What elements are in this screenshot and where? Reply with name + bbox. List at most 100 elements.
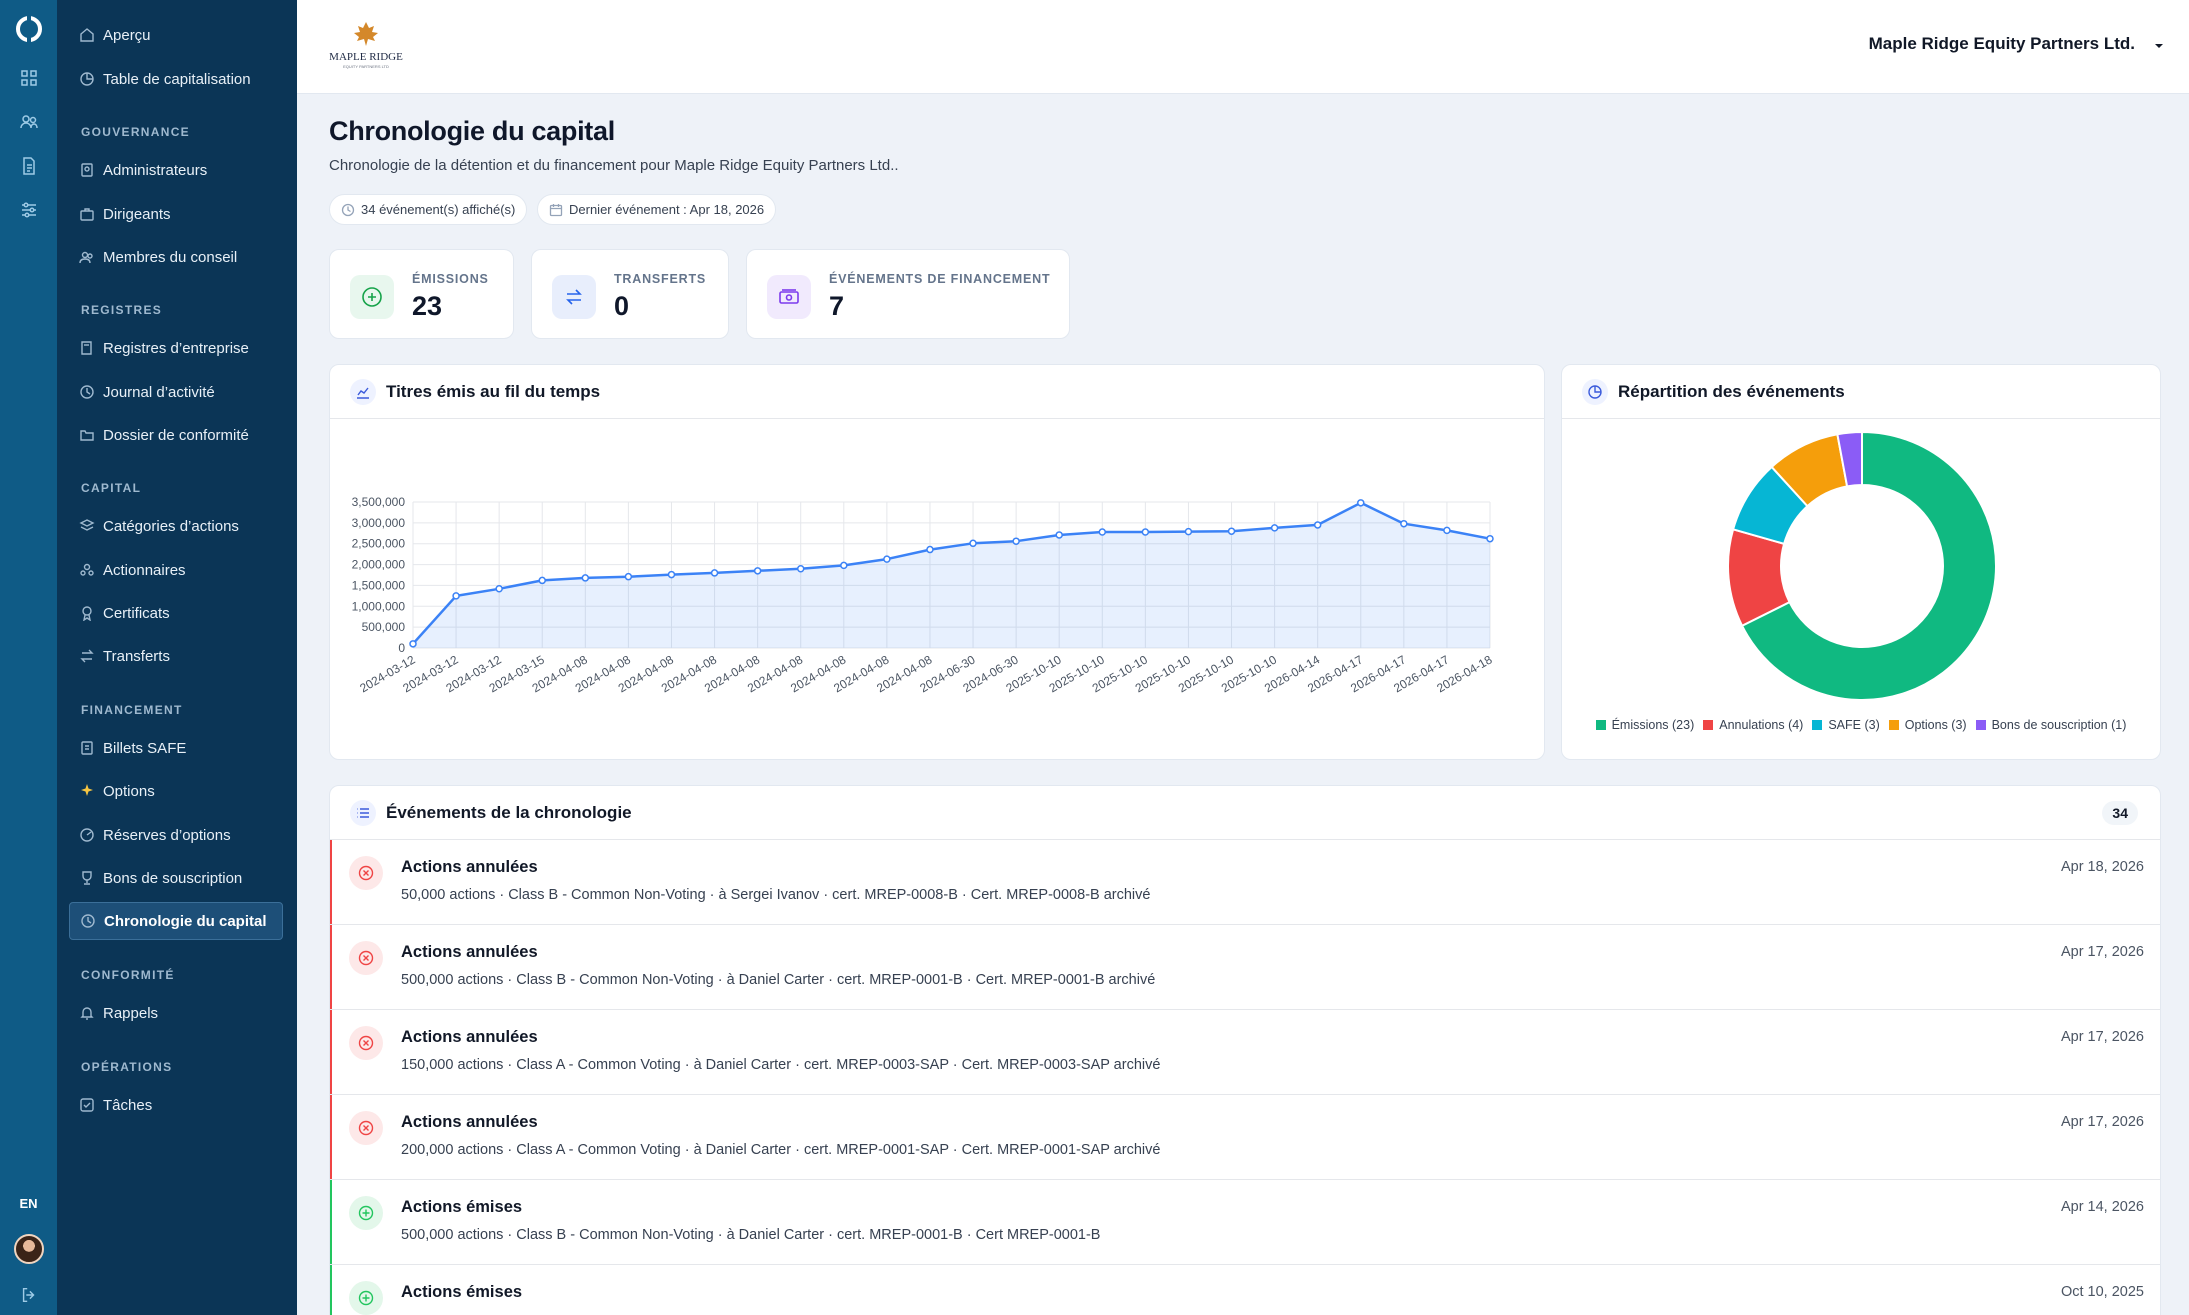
line-chart-icon [350,378,376,405]
org-selector[interactable]: Maple Ridge Equity Partners Ltd. [1868,34,2135,53]
sidebar-item-label: Journal d’activité [103,383,215,401]
award-icon [82,606,92,621]
event-kind-bar [330,1265,332,1315]
icon-rail: EN [0,0,57,1315]
y-tick-label: 2,000,000 [352,558,406,572]
sidebar-item-label: Chronologie du capital [104,912,267,930]
sidebar-item-label: Rappels [103,1004,159,1022]
sidebar-item-compliance-file[interactable]: Dossier de conformité [69,416,283,454]
stat-card-financing-events: Événements de financement 7 [746,249,1070,339]
section-title-financing: FINANCEMENT [81,703,183,717]
y-tick-label: 3,500,000 [352,495,406,509]
event-breakdown-card: Répartition des événements Émissions (23… [1561,364,2161,760]
checkbox-icon [80,1098,94,1112]
page-title: Chronologie du capital [329,116,615,146]
sidebar-item-reminders[interactable]: Rappels [69,994,283,1032]
timeline-event[interactable]: Actions annulées 200,000 actions · Class … [330,1095,2160,1180]
y-tick-label: 2,500,000 [352,537,406,551]
document-icon[interactable] [19,156,39,176]
sidebar-item-shareholders[interactable]: Actionnaires [69,551,283,589]
legend-label: Options (3) [1904,718,1967,732]
event-detail: 50,000 actions · Class B - Common Non-Vo… [401,887,1151,903]
sidebar-item-options[interactable]: Options [69,772,283,810]
arrows-icon [552,275,596,319]
donut-slice[interactable] [1836,430,1863,488]
event-title: Actions annulées [401,943,538,961]
sidebar-item-transfers[interactable]: Transferts [69,637,283,675]
legend-item[interactable]: SAFE (3) [1812,718,1880,732]
data-point [452,592,460,600]
event-kind-bar [330,925,332,1009]
card-header: Répartition des événements [1562,365,2160,419]
legend-item[interactable]: Émissions (23) [1595,718,1695,732]
pie-icon [80,72,94,86]
bell-icon [80,1007,94,1020]
data-point [1270,524,1279,532]
users-icon[interactable] [19,112,39,132]
stat-value: 7 [829,291,845,321]
sidebar-item-safe-notes[interactable]: Billets SAFE [69,729,283,767]
avatar[interactable] [13,1234,44,1264]
plus-circle-icon [349,1281,383,1315]
sidebar-item-label: Certificats [103,604,170,622]
sidebar-item-cap-table[interactable]: Table de capitalisation [69,60,283,98]
card-title: Titres émis au fil du temps [386,381,601,401]
event-detail: 150,000 actions · Class A - Common Votin… [401,1057,1161,1073]
sidebar-item-label: Options [103,782,155,800]
sidebar-item-label: Registres d’entreprise [103,339,249,357]
event-detail: 500,000 actions · Class B - Common Non-V… [401,1227,1101,1243]
folder-icon [80,430,94,441]
data-point [1400,519,1408,528]
section-title-registers: REGISTRES [81,303,163,317]
chevron-down-icon[interactable] [2153,40,2165,52]
stat-label: Émissions [412,272,489,286]
app-logo-icon[interactable] [14,14,44,44]
issued-over-time-card: Titres émis au fil du temps 3,500,000 3,0… [329,364,1545,760]
donut-slice[interactable] [1740,430,1997,701]
sidebar-item-capital-timeline[interactable]: Chronologie du capital [69,902,283,940]
timeline-event[interactable]: Actions émises Oct 10, 2025 [330,1265,2160,1315]
clock-icon [341,203,355,216]
sliders-icon[interactable] [19,200,39,220]
sidebar-item-activity-log[interactable]: Journal d’activité [69,373,283,411]
sidebar-item-corporate-registers[interactable]: Registres d’entreprise [69,329,283,367]
sidebar-item-warrants[interactable]: Bons de souscription [69,859,283,897]
sidebar-item-officers[interactable]: Dirigeants [69,195,283,233]
sidebar-item-option-pools[interactable]: Réserves d’options [69,816,283,854]
sidebar-item-overview[interactable]: Aperçu [69,16,283,54]
data-point [1486,534,1494,543]
timeline-event[interactable]: Actions émises 500,000 actions · Class B … [330,1180,2160,1265]
sidebar-item-share-classes[interactable]: Catégories d’actions [69,507,283,545]
legend-item[interactable]: Options (3) [1888,718,1967,732]
sidebar-item-certificates[interactable]: Certificats [69,594,283,632]
section-title-operations: OPÉRATIONS [81,1060,173,1074]
logout-icon[interactable] [20,1286,38,1304]
timeline-event[interactable]: Actions annulées 150,000 actions · Class … [330,1010,2160,1095]
sidebar-item-board-members[interactable]: Membres du conseil [69,238,283,276]
event-kind-bar [330,1010,332,1094]
grid-icon[interactable] [19,68,39,88]
data-point [1443,526,1451,535]
legend-label: Émissions (23) [1611,718,1695,732]
timeline-event[interactable]: Actions annulées 50,000 actions · Class B… [330,840,2160,925]
company-logo[interactable]: MAPLE RIDGE EQUITY PARTNERS LTD [321,18,411,76]
legend-item[interactable]: Annulations (4) [1703,718,1803,732]
sidebar-item-label: Dossier de conformité [103,426,249,444]
legend-item[interactable]: Bons de souscription (1) [1975,718,2126,732]
legend-swatch [1975,720,1986,730]
sidebar-item-tasks[interactable]: Tâches [69,1086,283,1124]
cancel-circle-icon [349,1111,383,1145]
event-date: Apr 18, 2026 [2060,859,2144,875]
language-switch[interactable]: EN [19,1196,38,1211]
card-title: Répartition des événements [1618,381,1845,401]
sidebar-item-administrators[interactable]: Administrateurs [69,151,283,189]
data-point [1141,528,1150,536]
timeline-event[interactable]: Actions annulées 500,000 actions · Class … [330,925,2160,1010]
section-title-governance: GOUVERNANCE [81,125,190,139]
legend-label: SAFE (3) [1828,718,1880,732]
clock-icon [81,914,95,928]
card-header: Événements de la chronologie [330,786,2160,840]
sidebar-item-label: Administrateurs [103,161,208,179]
sidebar-item-label: Transferts [103,647,170,665]
sidebar-item-label: Bons de souscription [103,869,243,887]
